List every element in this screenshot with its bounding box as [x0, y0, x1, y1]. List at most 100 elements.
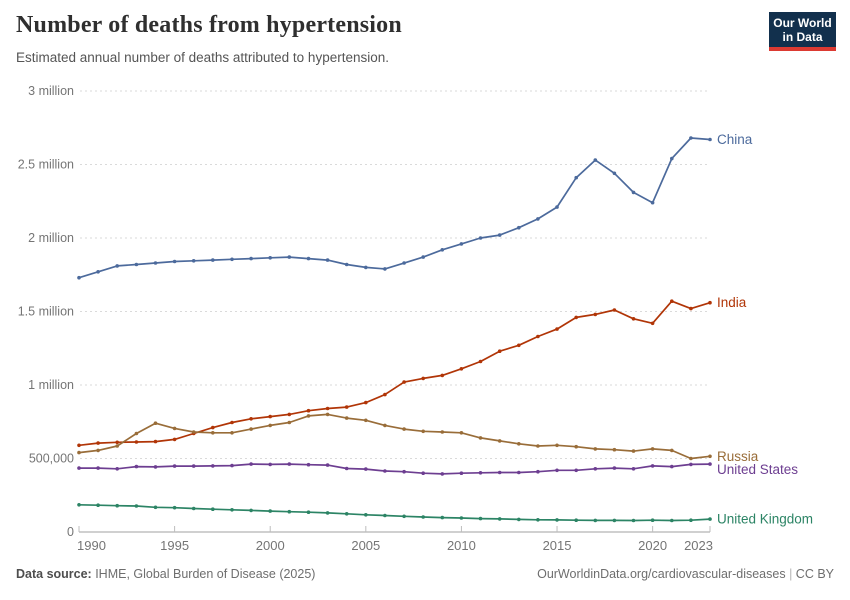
data-point[interactable] [478, 236, 483, 240]
data-point[interactable] [268, 509, 273, 513]
data-point[interactable] [650, 200, 655, 205]
data-point[interactable] [440, 248, 445, 252]
data-point[interactable] [478, 359, 483, 364]
data-point[interactable] [153, 421, 158, 426]
data-point[interactable] [402, 514, 406, 519]
data-point[interactable] [115, 440, 119, 445]
data-point[interactable] [115, 444, 119, 448]
series-line-united-states[interactable] [79, 463, 711, 475]
data-point[interactable] [536, 334, 540, 339]
data-point[interactable] [650, 518, 655, 522]
data-point[interactable] [536, 444, 540, 448]
data-point[interactable] [689, 462, 693, 467]
data-point[interactable] [478, 471, 483, 475]
data-point[interactable] [211, 464, 215, 468]
data-point[interactable] [670, 464, 674, 469]
data-point[interactable] [593, 447, 598, 451]
data-point[interactable] [191, 259, 196, 263]
data-point[interactable] [689, 518, 693, 522]
data-point[interactable] [153, 505, 158, 510]
data-point[interactable] [77, 466, 81, 470]
series-label-united-kingdom[interactable]: United Kingdom [717, 512, 813, 527]
series-line-india[interactable] [78, 300, 711, 447]
data-point[interactable] [689, 136, 693, 140]
owid-url-link[interactable]: OurWorldinData.org/cardiovascular-diseas… [537, 567, 786, 581]
data-point[interactable] [440, 430, 445, 434]
data-point[interactable] [230, 420, 234, 425]
data-point[interactable] [172, 437, 177, 442]
data-point[interactable] [402, 469, 406, 474]
data-point[interactable] [497, 349, 502, 354]
data-point[interactable] [517, 225, 521, 230]
data-point[interactable] [134, 431, 139, 436]
data-point[interactable] [230, 257, 234, 262]
data-point[interactable] [77, 275, 81, 280]
data-point[interactable] [555, 468, 559, 473]
data-point[interactable] [364, 418, 368, 423]
data-point[interactable] [612, 466, 617, 470]
data-point[interactable] [325, 463, 330, 467]
data-point[interactable] [211, 425, 215, 430]
data-point[interactable] [708, 137, 712, 142]
data-point[interactable] [153, 261, 158, 265]
data-point[interactable] [402, 261, 406, 265]
data-point[interactable] [459, 516, 464, 520]
data-point[interactable] [517, 470, 521, 475]
data-point[interactable] [517, 517, 521, 522]
data-point[interactable] [689, 456, 693, 461]
data-point[interactable] [650, 321, 655, 326]
data-point[interactable] [344, 466, 349, 471]
data-point[interactable] [77, 503, 81, 507]
data-point[interactable] [670, 448, 674, 453]
data-point[interactable] [574, 175, 578, 180]
data-point[interactable] [96, 466, 100, 470]
data-point[interactable] [344, 405, 349, 409]
data-point[interactable] [459, 242, 464, 246]
data-point[interactable] [574, 444, 578, 449]
data-point[interactable] [383, 513, 387, 518]
data-point[interactable] [497, 517, 502, 521]
data-point[interactable] [153, 439, 158, 444]
data-point[interactable] [249, 427, 253, 431]
data-point[interactable] [478, 436, 483, 440]
data-point[interactable] [459, 367, 464, 371]
data-point[interactable] [306, 408, 311, 413]
data-point[interactable] [172, 426, 177, 431]
data-point[interactable] [670, 518, 674, 523]
data-point[interactable] [115, 503, 119, 508]
data-point[interactable] [536, 518, 540, 522]
data-point[interactable] [421, 471, 426, 476]
data-point[interactable] [612, 518, 617, 523]
data-point[interactable] [172, 505, 177, 510]
data-point[interactable] [172, 259, 177, 264]
data-point[interactable] [268, 423, 273, 428]
data-point[interactable] [555, 205, 559, 209]
data-point[interactable] [211, 507, 215, 512]
data-point[interactable] [650, 447, 655, 451]
data-point[interactable] [440, 472, 445, 476]
data-point[interactable] [249, 462, 253, 466]
data-point[interactable] [325, 412, 330, 417]
data-point[interactable] [191, 464, 196, 468]
data-point[interactable] [402, 427, 406, 431]
data-point[interactable] [249, 417, 253, 421]
data-point[interactable] [555, 443, 559, 448]
data-point[interactable] [268, 462, 273, 467]
data-point[interactable] [230, 508, 234, 512]
series-line-united-kingdom[interactable] [78, 503, 711, 522]
data-point[interactable] [708, 300, 712, 305]
data-point[interactable] [383, 267, 387, 271]
data-point[interactable] [287, 420, 292, 425]
data-point[interactable] [517, 442, 521, 446]
data-point[interactable] [134, 504, 139, 508]
data-point[interactable] [325, 406, 330, 411]
data-point[interactable] [287, 462, 292, 466]
data-point[interactable] [421, 255, 426, 259]
data-point[interactable] [631, 190, 636, 195]
data-point[interactable] [306, 256, 311, 261]
data-point[interactable] [287, 255, 292, 259]
data-point[interactable] [96, 441, 100, 445]
series-label-united-states[interactable]: United States [717, 462, 798, 477]
data-point[interactable] [612, 171, 617, 176]
data-point[interactable] [115, 264, 119, 268]
